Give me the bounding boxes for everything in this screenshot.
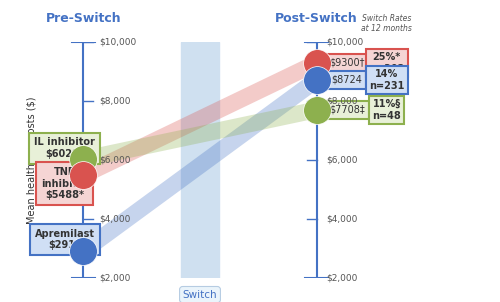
Text: $8,000: $8,000 <box>100 97 131 106</box>
Text: $10,000: $10,000 <box>326 38 363 47</box>
Text: $2,000: $2,000 <box>326 273 358 282</box>
Text: Mean healthcare costs ($): Mean healthcare costs ($) <box>27 96 37 224</box>
Text: $4,000: $4,000 <box>326 214 358 223</box>
Text: $6,000: $6,000 <box>326 156 358 165</box>
Text: $4,000: $4,000 <box>100 214 131 223</box>
Text: $6,000: $6,000 <box>100 156 131 165</box>
Text: $9300†: $9300† <box>329 58 364 68</box>
Text: 25%*
n=302: 25%* n=302 <box>369 52 404 74</box>
Text: $8724: $8724 <box>332 75 362 85</box>
Bar <box>182 42 218 278</box>
Text: 11%§
n=48: 11%§ n=48 <box>372 99 401 120</box>
Text: Post-Switch: Post-Switch <box>276 11 358 25</box>
Point <box>312 60 320 65</box>
Point <box>312 77 320 82</box>
Text: $7708‡: $7708‡ <box>329 105 365 115</box>
Text: Switch Rates
at 12 months: Switch Rates at 12 months <box>361 14 412 34</box>
Text: $2,000: $2,000 <box>100 273 131 282</box>
Text: Pre-Switch: Pre-Switch <box>46 11 121 25</box>
Point <box>80 173 88 178</box>
Text: IL inhibitor
$6028*: IL inhibitor $6028* <box>34 137 95 159</box>
Text: 14%
n=231: 14% n=231 <box>369 69 404 91</box>
Text: Apremilast
$2910: Apremilast $2910 <box>34 229 94 250</box>
Point <box>312 107 320 112</box>
Point <box>80 157 88 162</box>
Point <box>80 249 88 253</box>
Text: $10,000: $10,000 <box>100 38 137 47</box>
Text: TNF
inhibitor
$5488*: TNF inhibitor $5488* <box>41 167 88 200</box>
Text: Switch: Switch <box>182 290 218 300</box>
Text: $8,000: $8,000 <box>326 97 358 106</box>
